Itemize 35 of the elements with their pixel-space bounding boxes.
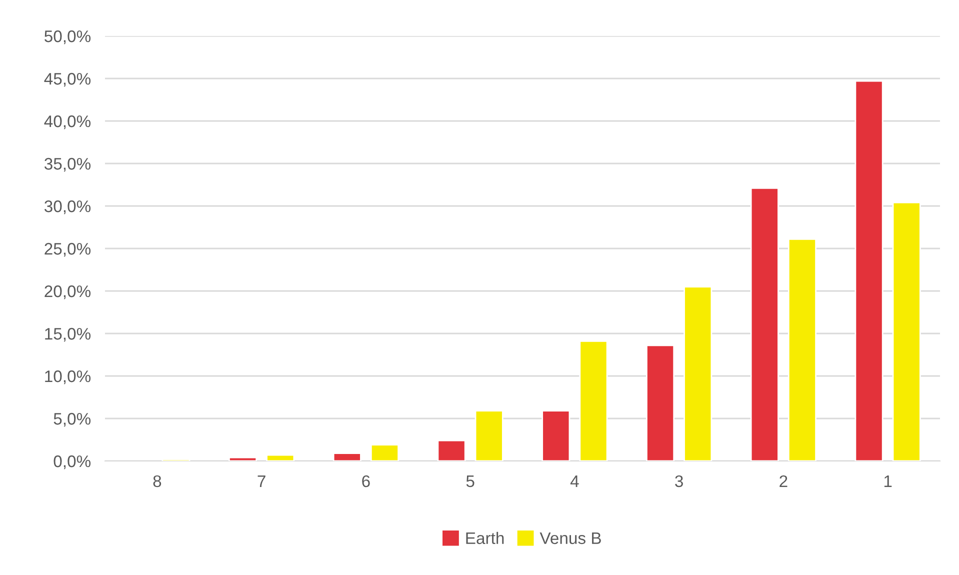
bar: [474, 410, 504, 461]
bar: [750, 187, 779, 461]
bar: [892, 202, 921, 461]
bar: [266, 454, 295, 461]
bar: [788, 238, 816, 461]
x-tick-label: 8: [153, 475, 162, 488]
legend-label: Venus B: [540, 532, 601, 544]
y-tick-label: 15,0%: [45, 328, 91, 342]
x-tick-label: 6: [362, 475, 370, 488]
legend-label: Earth: [466, 532, 504, 544]
x-tick-label: 1: [884, 476, 892, 487]
bar: [854, 80, 884, 461]
bar: [228, 456, 258, 461]
bar: [370, 444, 399, 461]
bar: [332, 452, 362, 461]
x-tick-label: 7: [258, 476, 266, 487]
y-tick-label: 25,0%: [44, 242, 91, 257]
y-tick-label: 30,0%: [44, 200, 91, 214]
bar: [579, 340, 608, 461]
bar: [542, 410, 570, 461]
y-tick-label: 0,0%: [54, 455, 91, 470]
y-tick-label: 50,0%: [44, 30, 91, 44]
bar: [646, 344, 675, 461]
x-tick-label: 4: [570, 476, 579, 487]
y-tick-label: 45,0%: [44, 72, 91, 87]
y-tick-label: 40,0%: [44, 115, 91, 130]
y-tick-label: 20,0%: [44, 285, 91, 300]
x-tick-label: 5: [466, 476, 474, 488]
bar: [437, 440, 466, 461]
y-tick-label: 35,0%: [44, 158, 91, 172]
x-tick-label: 2: [780, 475, 788, 487]
x-tick-label: 3: [675, 475, 683, 488]
bar: [684, 286, 712, 461]
y-tick-label: 10,0%: [45, 370, 91, 384]
y-tick-label: 5,0%: [54, 412, 91, 427]
